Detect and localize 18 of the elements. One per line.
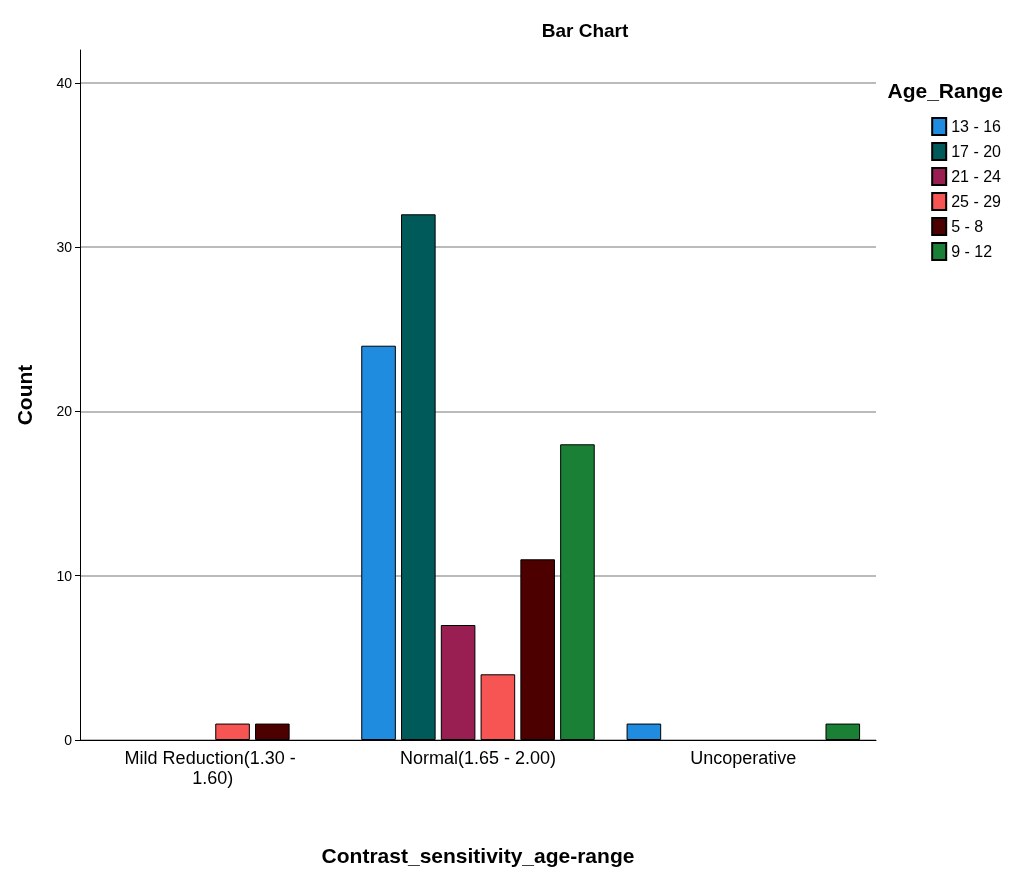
y-tick-label: 20 — [56, 403, 73, 420]
x-axis-title: Contrast_sensitivity_age-range — [321, 844, 635, 867]
y-axis-title: Count — [13, 364, 36, 426]
y-tick-label: 10 — [56, 567, 73, 584]
legend-title: Age_Range — [887, 79, 1003, 102]
legend-label: 9 - 12 — [951, 243, 993, 260]
y-tick-label: 30 — [56, 239, 73, 256]
legend-label: 25 - 29 — [951, 193, 1002, 210]
y-tick-label: 40 — [56, 74, 73, 91]
legend-label: 21 - 24 — [951, 168, 1002, 185]
legend-label: 17 - 20 — [951, 143, 1002, 160]
x-tick-label: Uncoperative — [690, 748, 797, 768]
x-tick-label: Mild Reduction(1.30 - 1.60) — [124, 748, 301, 788]
legend-label: 13 - 16 — [951, 118, 1002, 135]
x-tick-label: Normal(1.65 - 2.00) — [399, 748, 557, 768]
y-tick-label: 0 — [64, 732, 73, 748]
chart-title: Bar Chart — [541, 20, 629, 41]
legend-label: 5 - 8 — [951, 218, 984, 235]
